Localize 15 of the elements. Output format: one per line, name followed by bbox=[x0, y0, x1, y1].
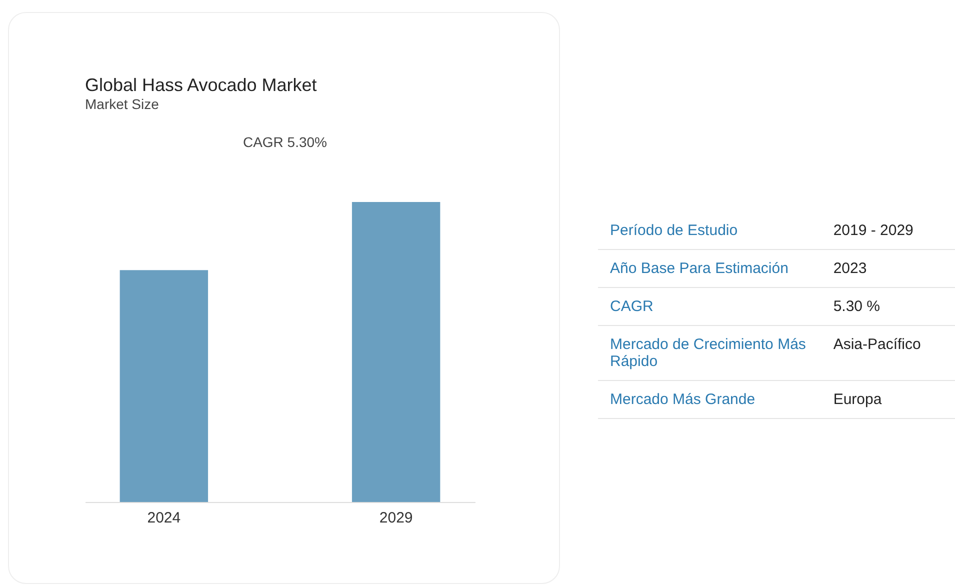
text: CAGR 5.30% bbox=[242, 134, 328, 150]
x-tick-label: 2024 bbox=[147, 510, 181, 526]
text: Mercado Más Grande bbox=[598, 380, 822, 418]
text: 5.30 % bbox=[821, 288, 955, 326]
chart-subtitle: Market Size bbox=[85, 96, 160, 112]
text: Período de Estudio bbox=[598, 212, 822, 250]
chart-title: Global Hass Avocado Market bbox=[85, 75, 317, 95]
text: 2019 - 2029 bbox=[821, 212, 955, 250]
text: Europa bbox=[821, 380, 955, 418]
text: Asia-Pacífico bbox=[821, 326, 955, 380]
text: CAGR bbox=[598, 288, 822, 326]
x-tick-label: 2029 bbox=[379, 510, 413, 526]
text: Mercado de Crecimiento Más Rápido bbox=[598, 326, 822, 380]
text: 2023 bbox=[821, 250, 955, 288]
text: Año Base Para Estimación bbox=[598, 250, 822, 288]
